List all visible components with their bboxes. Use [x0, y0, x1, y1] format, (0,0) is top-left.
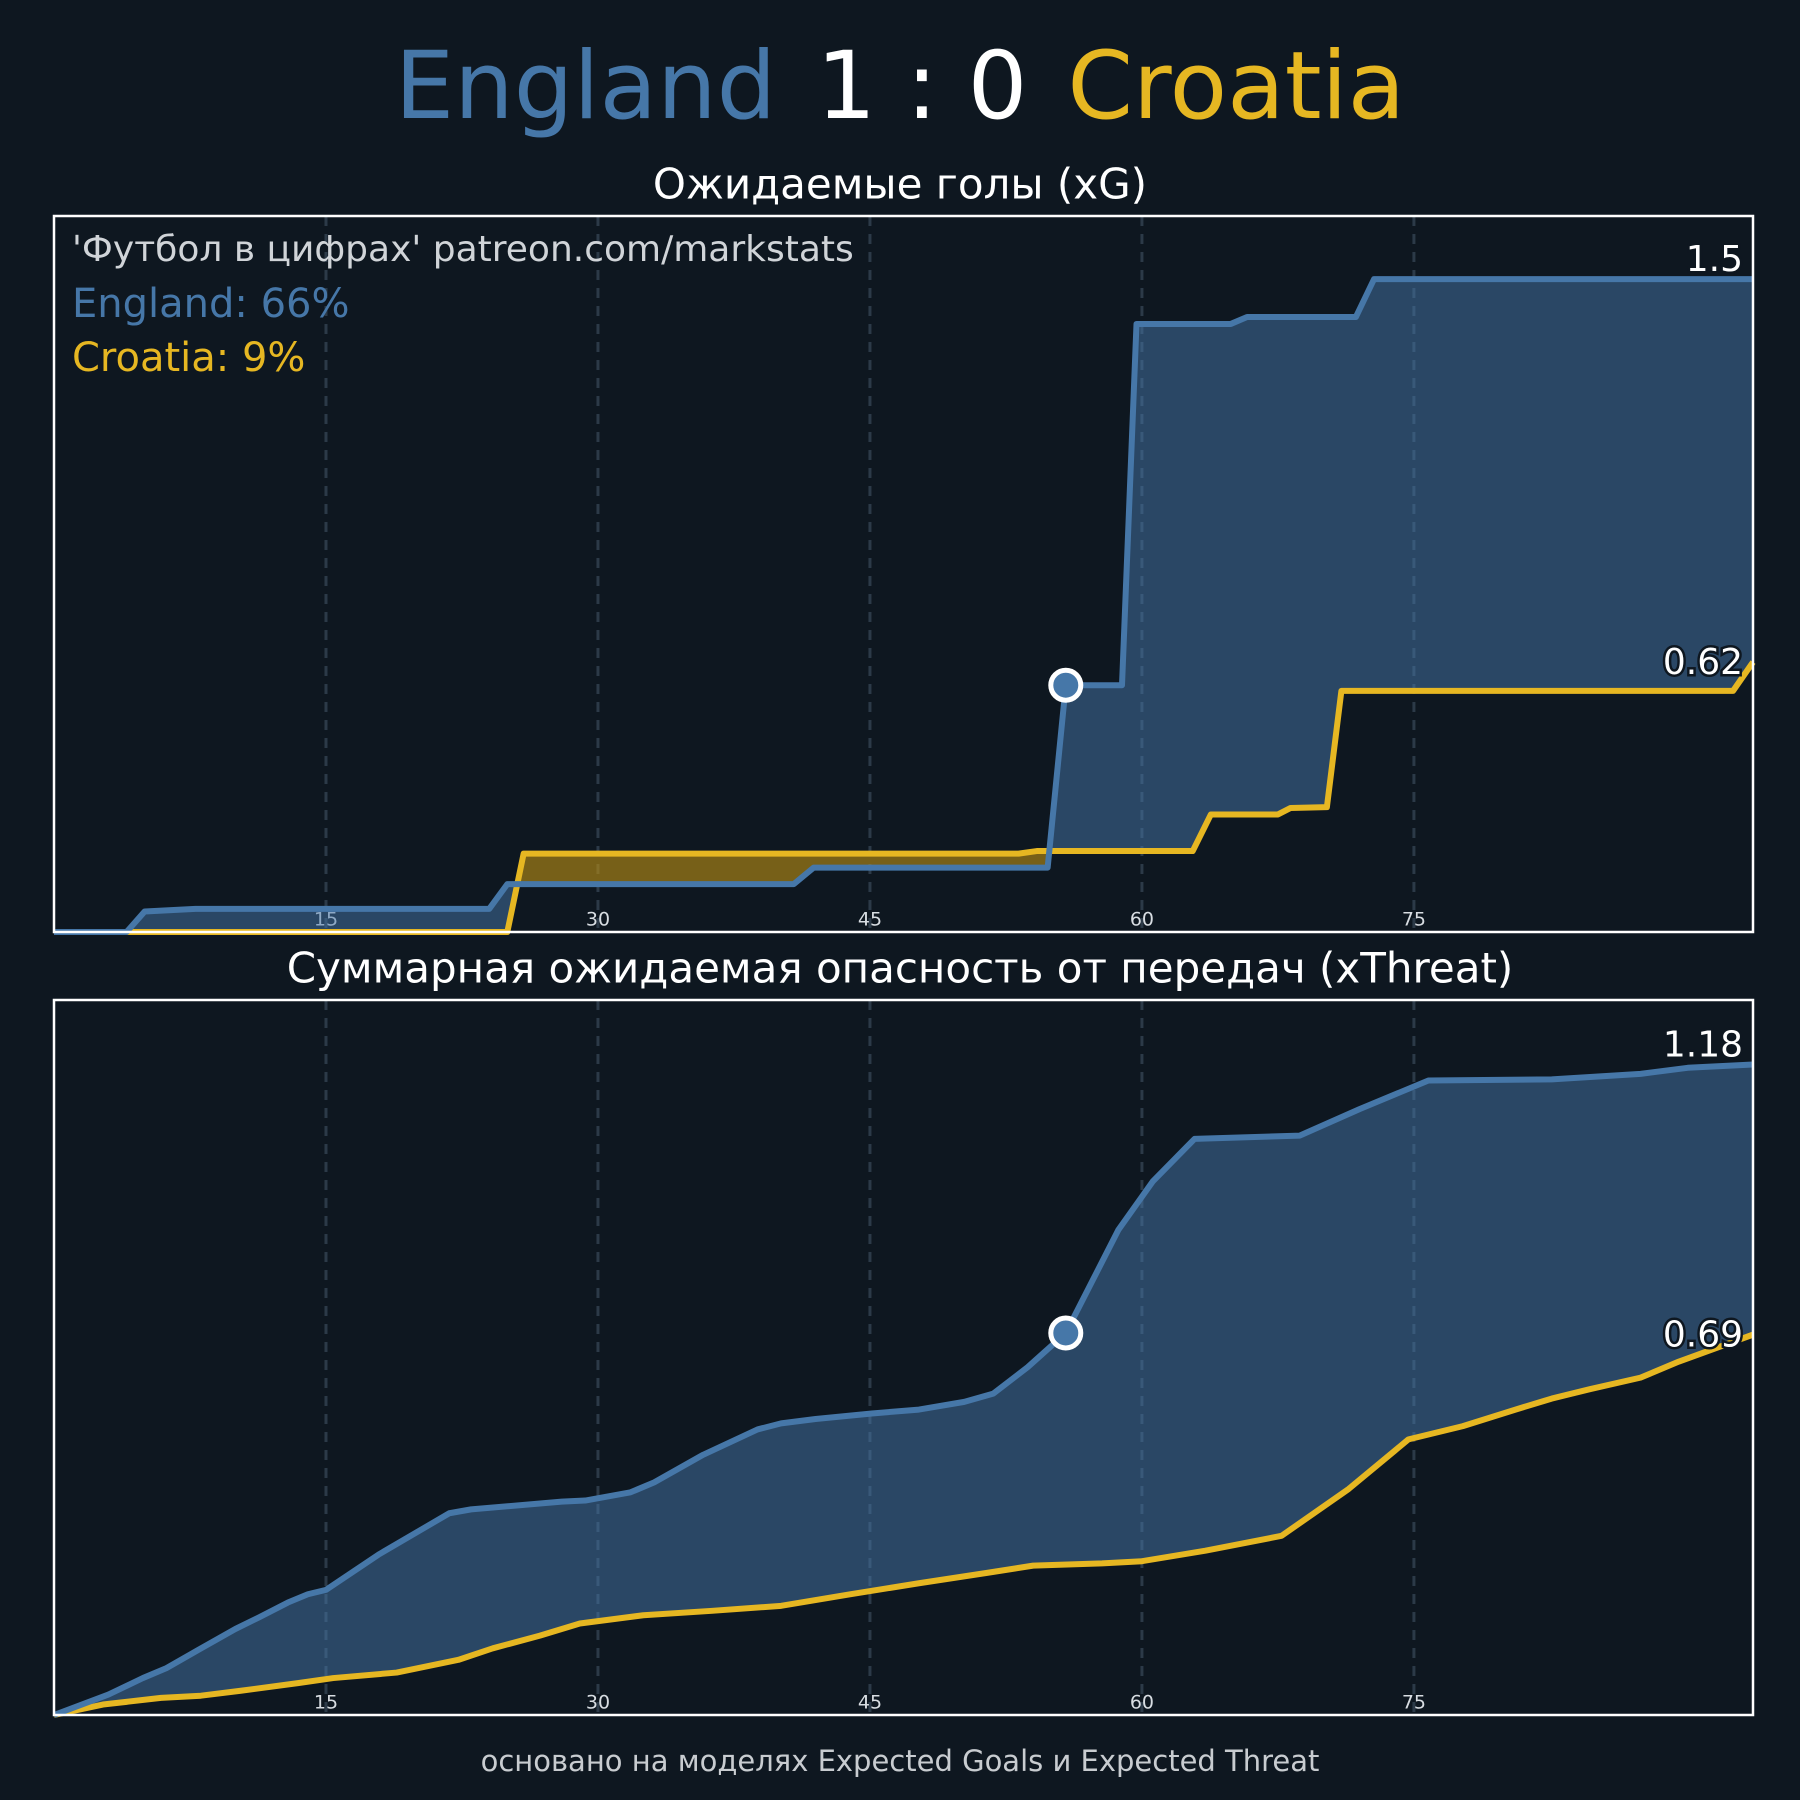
match-title: England 1 : 0 Croatia [395, 32, 1406, 141]
end-label: 0.62 [1663, 642, 1743, 683]
series-line [54, 660, 1756, 935]
plot-frame [52, 998, 1755, 1717]
watermark: 'Футбол в цифрах' patreon.com/markstats [72, 229, 854, 270]
goal-marker [1048, 667, 1084, 703]
score: 1 : 0 [816, 32, 1027, 141]
away-team: Croatia [1067, 32, 1405, 141]
goal-marker [1048, 1315, 1084, 1351]
series-line [53, 1331, 1755, 1718]
area-between [54, 1000, 1753, 1715]
end-label: 1.18 [1663, 1024, 1743, 1065]
end-label: 0.69 [1663, 1315, 1743, 1356]
win-probability: Croatia: 9% [72, 335, 305, 381]
chart-title: Ожидаемые голы (xG) [653, 160, 1147, 209]
end-label: 1.5 [1686, 239, 1743, 280]
series-line [54, 276, 1753, 935]
chart-title: Суммарная ожидаемая опасность от передач… [287, 944, 1514, 993]
home-team: England [395, 32, 777, 141]
plot-frame [52, 214, 1755, 934]
series-line [52, 1061, 1754, 1718]
win-probability: England: 66% [72, 281, 349, 327]
footer: основано на моделях Expected Goals и Exp… [481, 1744, 1320, 1778]
area-between [54, 216, 1753, 932]
